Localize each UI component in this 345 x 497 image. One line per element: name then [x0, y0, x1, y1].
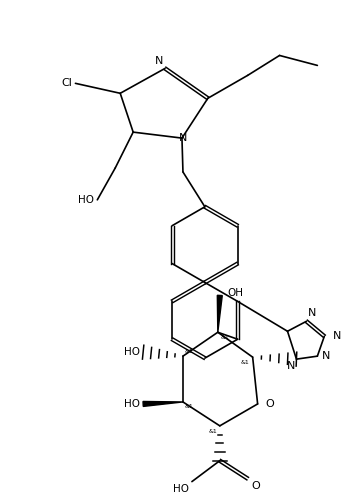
Text: N: N: [307, 308, 316, 318]
Text: OH: OH: [228, 288, 244, 298]
Text: &1: &1: [185, 404, 194, 409]
Text: &1: &1: [209, 429, 218, 434]
Text: &1: &1: [241, 360, 250, 365]
Text: &1: &1: [185, 349, 194, 354]
Polygon shape: [217, 295, 222, 332]
Text: Cl: Cl: [61, 79, 72, 88]
Text: &1: &1: [221, 335, 229, 340]
Text: HO: HO: [124, 399, 140, 409]
Text: O: O: [252, 481, 260, 491]
Text: HO: HO: [124, 347, 140, 357]
Polygon shape: [143, 402, 183, 407]
Text: N: N: [322, 351, 331, 361]
Text: N: N: [179, 133, 187, 143]
Text: HO: HO: [173, 484, 189, 494]
Text: HO: HO: [78, 195, 94, 205]
Text: N: N: [333, 331, 342, 341]
Text: O: O: [266, 399, 274, 409]
Text: N: N: [155, 56, 163, 67]
Text: N: N: [287, 361, 295, 371]
